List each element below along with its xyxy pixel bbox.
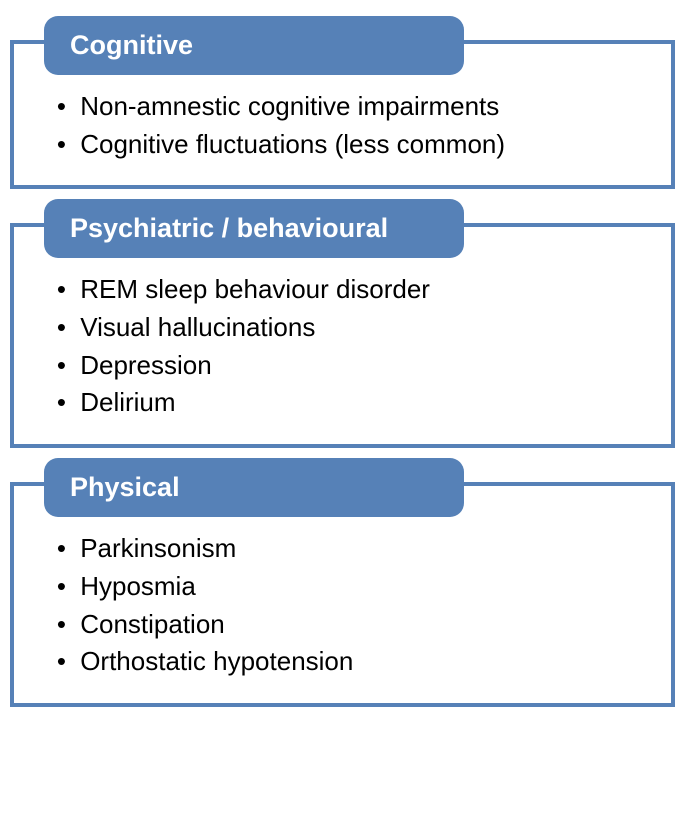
list-item: Parkinsonism [62, 530, 641, 568]
list-item: Visual hallucinations [62, 309, 641, 347]
panel-title: Cognitive [70, 30, 193, 60]
list-item: Depression [62, 347, 641, 385]
panel-title: Physical [70, 472, 180, 502]
panel-physical: Physical Parkinsonism Hyposmia Constipat… [10, 482, 675, 707]
panel-items: Non-amnestic cognitive impairments Cogni… [62, 88, 641, 163]
panel-header-psychiatric: Psychiatric / behavioural [44, 199, 464, 258]
panel-items: Parkinsonism Hyposmia Constipation Ortho… [62, 530, 641, 681]
panel-header-physical: Physical [44, 458, 464, 517]
list-item: Non-amnestic cognitive impairments [62, 88, 641, 126]
panel-title: Psychiatric / behavioural [70, 213, 388, 243]
list-item: Delirium [62, 384, 641, 422]
list-item: Cognitive fluctuations (less common) [62, 126, 641, 164]
list-item: REM sleep behaviour disorder [62, 271, 641, 309]
panels-container: Cognitive Non-amnestic cognitive impairm… [0, 0, 685, 753]
list-item: Orthostatic hypotension [62, 643, 641, 681]
list-item: Hyposmia [62, 568, 641, 606]
panel-cognitive: Cognitive Non-amnestic cognitive impairm… [10, 40, 675, 189]
list-item: Constipation [62, 606, 641, 644]
panel-items: REM sleep behaviour disorder Visual hall… [62, 271, 641, 422]
panel-psychiatric: Psychiatric / behavioural REM sleep beha… [10, 223, 675, 448]
panel-header-cognitive: Cognitive [44, 16, 464, 75]
